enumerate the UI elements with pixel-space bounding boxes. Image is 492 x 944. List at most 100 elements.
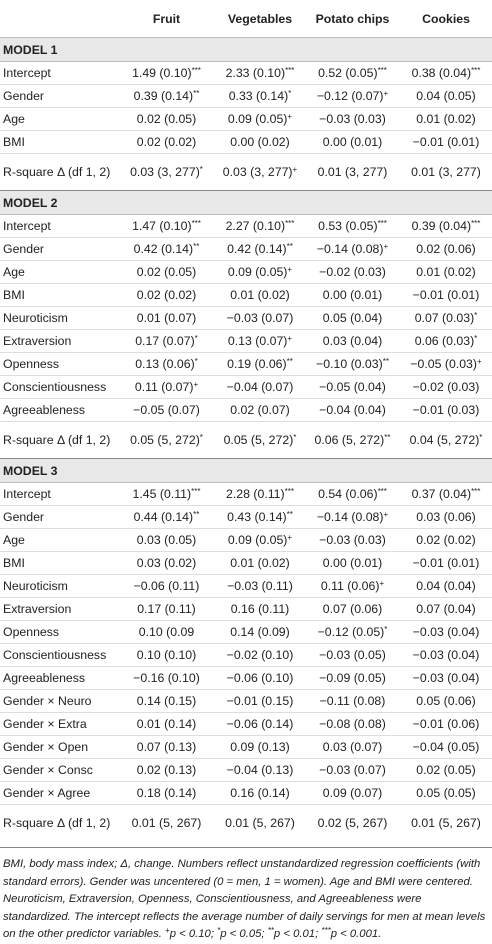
row-label: R-square Δ (df 1, 2) (0, 804, 118, 841)
row-label: Extraversion (0, 597, 118, 621)
row-label: Intercept (0, 214, 118, 238)
value-cell: −0.03 (0.07) (305, 758, 400, 782)
coefficient: 0.42 (0.14) (133, 242, 194, 256)
value-cell: −0.14 (0.08)+ (305, 237, 400, 261)
coefficient: −0.03 (0.03) (319, 112, 386, 126)
model-title: MODEL 3 (0, 458, 492, 483)
value-cell: 0.02 (0.02) (118, 283, 215, 307)
coefficient: 0.05 (5, 272) (130, 433, 200, 447)
value-cell: 0.16 (0.14) (215, 781, 305, 805)
value-cell: 0.52 (0.05)*** (305, 61, 400, 85)
coefficient: −0.16 (0.10) (133, 671, 200, 685)
value-cell: 0.01 (0.07) (118, 306, 215, 330)
value-cell: −0.04 (0.07) (215, 375, 305, 399)
row-label: Gender × Consc (0, 758, 118, 782)
value-cell: 0.33 (0.14)* (215, 84, 305, 108)
data-row: Age 0.02 (0.05) 0.09 (0.05)+ −0.02 (0.03) 0.… (0, 260, 492, 284)
regression-table: Fruit Vegetables Potato chips Cookies MODEL… (0, 0, 492, 841)
row-label: Agreeableness (0, 666, 118, 690)
row-label: Gender (0, 505, 118, 529)
column-header: Fruit (118, 0, 215, 38)
value-cell: 0.01 (3, 277) (305, 153, 400, 191)
coefficient: 0.03 (0.04) (322, 334, 383, 348)
coefficient: 0.01 (3, 277) (317, 165, 388, 179)
significance: ** (384, 433, 391, 442)
data-row: Gender × Open 0.07 (0.13) 0.09 (0.13) 0.03 … (0, 735, 492, 759)
coefficient: 0.09 (0.05) (227, 533, 288, 547)
coefficient: 0.01 (5, 267) (411, 816, 481, 830)
data-row: Gender × Consc 0.02 (0.13) −0.04 (0.13) −0.… (0, 758, 492, 782)
coefficient: 0.39 (0.14) (133, 89, 194, 103)
value-cell: 0.02 (0.02) (400, 528, 492, 552)
coefficient: 1.47 (0.10) (132, 219, 192, 233)
coefficient: −0.02 (0.03) (412, 380, 480, 394)
coefficient: 0.02 (5, 267) (317, 816, 388, 830)
value-cell: −0.03 (0.07) (215, 306, 305, 330)
significance: *** (285, 66, 295, 75)
value-cell: 0.07 (0.03)* (400, 306, 492, 330)
coefficient: 0.11 (0.07) (134, 380, 194, 394)
coefficient: −0.06 (0.11) (133, 579, 200, 593)
coefficient: 0.02 (0.02) (136, 288, 197, 302)
data-row: Conscientiousness 0.11 (0.07)+ −0.04 (0.07… (0, 375, 492, 399)
data-row: Gender 0.44 (0.14)** 0.43 (0.14)** −0.14 (0… (0, 505, 492, 529)
significance: *** (191, 219, 201, 228)
coefficient: −0.12 (0.07) (316, 89, 384, 103)
value-cell: 0.07 (0.13) (118, 735, 215, 759)
value-cell: −0.05 (0.03)+ (400, 352, 492, 376)
coefficient: 0.04 (0.04) (416, 579, 476, 593)
significance: + (287, 334, 293, 343)
coefficient: 0.39 (0.04) (411, 219, 472, 233)
value-cell: 0.02 (0.05) (118, 107, 215, 131)
coefficient: −0.08 (0.08) (319, 717, 386, 731)
value-cell: −0.06 (0.11) (118, 574, 215, 598)
value-cell: 0.10 (0.09 (118, 620, 215, 644)
value-cell: 0.02 (0.05) (400, 758, 492, 782)
value-cell: 0.04 (5, 272)* (400, 421, 492, 459)
value-cell: 0.37 (0.04)*** (400, 482, 492, 506)
value-cell: 0.01 (0.02) (215, 283, 305, 307)
data-row: Age 0.03 (0.05) 0.09 (0.05)+ −0.03 (0.03) 0.… (0, 528, 492, 552)
coefficient: −0.04 (0.04) (319, 403, 386, 417)
significance: * (479, 433, 483, 442)
data-row: Extraversion 0.17 (0.11) 0.16 (0.11) 0.07 (… (0, 597, 492, 621)
coefficient: 0.00 (0.01) (322, 288, 383, 302)
value-cell: 0.16 (0.11) (215, 597, 305, 621)
coefficient: 0.17 (0.11) (137, 602, 196, 616)
value-cell: 0.01 (0.02) (400, 107, 492, 131)
value-cell: 0.09 (0.13) (215, 735, 305, 759)
value-cell: 0.11 (0.07)+ (118, 375, 215, 399)
coefficient: 0.01 (0.02) (416, 265, 476, 279)
data-row: Age 0.02 (0.05) 0.09 (0.05)+ −0.03 (0.03) 0.… (0, 107, 492, 131)
value-cell: 0.05 (5, 272)* (118, 421, 215, 459)
significance: *** (377, 487, 387, 496)
coefficient: 2.33 (0.10) (225, 66, 286, 80)
data-row: Intercept 1.49 (0.10)*** 2.33 (0.10)*** 0.5… (0, 61, 492, 85)
significance: ** (193, 242, 200, 251)
significance: * (199, 433, 203, 442)
data-row: Agreeableness −0.16 (0.10) −0.06 (0.10) −0.… (0, 666, 492, 690)
value-cell: 0.07 (0.04) (400, 597, 492, 621)
row-label: R-square Δ (df 1, 2) (0, 153, 118, 191)
coefficient: 0.52 (0.05) (318, 66, 378, 80)
model-row: MODEL 1 (0, 37, 492, 62)
significance: *** (377, 66, 387, 75)
data-row: Intercept 1.47 (0.10)*** 2.27 (0.10)*** 0.5… (0, 214, 492, 238)
coefficient: 0.13 (0.06) (135, 357, 195, 371)
value-cell: 2.33 (0.10)*** (215, 61, 305, 85)
row-label: Gender × Neuro (0, 689, 118, 713)
coefficient: 0.44 (0.14) (133, 510, 194, 524)
value-cell: 0.11 (0.06)+ (305, 574, 400, 598)
coefficient: −0.03 (0.03) (319, 533, 386, 547)
value-cell: 0.13 (0.06)* (118, 352, 215, 376)
coefficient: 0.02 (0.07) (230, 403, 290, 417)
value-cell: −0.01 (0.01) (400, 130, 492, 154)
row-label: Gender (0, 84, 118, 108)
significance: *** (471, 66, 481, 75)
value-cell: 0.18 (0.14) (118, 781, 215, 805)
coefficient: −0.03 (0.07) (226, 311, 294, 325)
column-header: Cookies (400, 0, 492, 38)
significance: * (194, 357, 198, 366)
coefficient: −0.05 (0.04) (319, 380, 386, 394)
coefficient: 0.42 (0.14) (227, 242, 287, 256)
